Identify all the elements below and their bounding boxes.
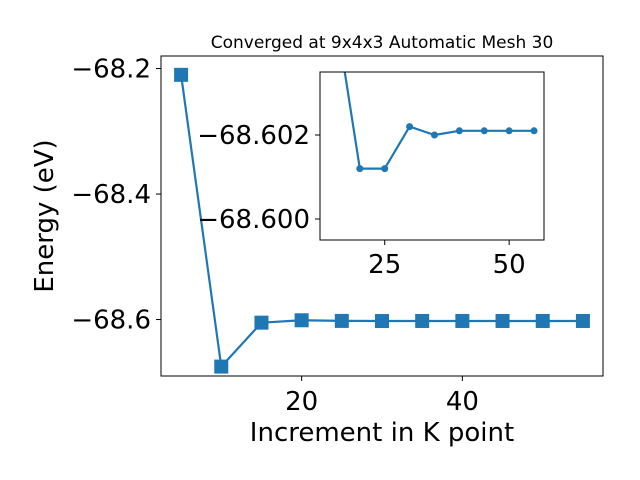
inset-y-tick-label: −68.602 (197, 121, 310, 151)
inset-data-point (430, 131, 438, 139)
main-data-point (254, 315, 269, 330)
main-y-tick-label: −68.4 (71, 180, 151, 210)
main-data-point (415, 313, 430, 328)
inset-plot-frame (319, 71, 545, 241)
inset-series (343, 72, 538, 173)
inset-axes: 25 50 −68.602 −68.600 (197, 71, 545, 280)
main-data-point (535, 313, 550, 328)
inset-x-axis: 25 50 (368, 240, 526, 280)
inset-data-point (381, 165, 389, 173)
inset-y-axis: −68.602 −68.600 (197, 121, 320, 235)
main-y-axis: −68.2 −68.4 −68.6 (71, 55, 161, 336)
inset-data-point (455, 127, 463, 135)
inset-data-point (406, 123, 414, 131)
inset-data-point (505, 127, 513, 135)
chart-title: Converged at 9x4x3 Automatic Mesh 30 (211, 33, 554, 53)
inset-y-tick-label: −68.600 (197, 205, 310, 235)
y-axis-label: Energy (eV) (30, 139, 60, 292)
main-y-tick-label: −68.2 (71, 55, 151, 85)
main-axes: Converged at 9x4x3 Automatic Mesh 30 20 4… (30, 33, 604, 448)
x-axis-label: Increment in K point (250, 418, 514, 448)
main-plot-frame (160, 55, 604, 377)
main-x-axis: 20 40 (285, 376, 479, 417)
main-data-point (334, 313, 349, 328)
inset-x-tick-label: 25 (368, 250, 401, 280)
inset-data-point (480, 127, 488, 135)
main-x-tick-label: 20 (285, 387, 318, 417)
main-data-point (575, 313, 590, 328)
main-data-point (375, 314, 389, 329)
main-data-point (495, 313, 510, 328)
main-data-point (214, 359, 229, 374)
inset-data-point (356, 165, 364, 173)
main-data-point (455, 313, 470, 328)
main-data-point (294, 313, 309, 328)
main-y-tick-label: −68.6 (71, 306, 151, 336)
inset-background (320, 72, 544, 240)
main-x-tick-label: 40 (446, 387, 479, 417)
main-data-point (174, 67, 189, 82)
inset-x-tick-label: 50 (493, 250, 526, 280)
inset-data-point (530, 127, 538, 135)
main-series (174, 67, 590, 374)
